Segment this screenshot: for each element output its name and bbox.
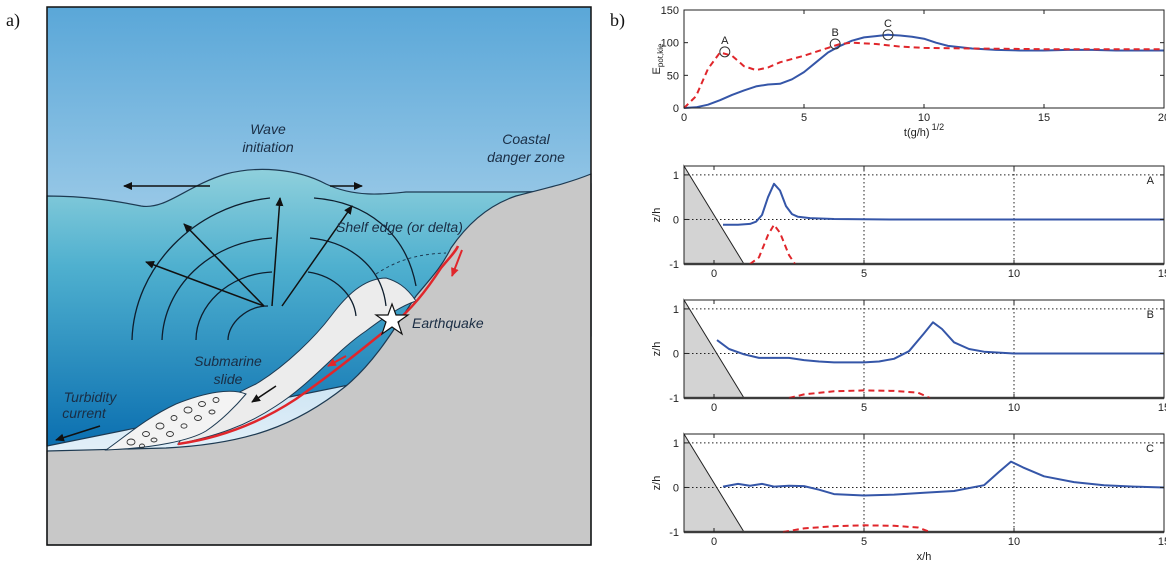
x-tick-label: 10 xyxy=(918,112,930,124)
y-tick-label: 0 xyxy=(673,214,679,226)
series-line xyxy=(683,41,1164,109)
label-submarine-2: slide xyxy=(214,371,243,387)
profile-plot-c: 0 5 10 15 -1 0 1 Cz/h x/h xyxy=(651,432,1166,563)
fault-slip-arrow-upper xyxy=(451,249,463,277)
wave-arcs xyxy=(131,197,417,341)
shelf-dashed-line xyxy=(375,252,447,275)
slope-wedge xyxy=(683,164,745,265)
turbidity-arrow xyxy=(55,425,101,442)
y-axis-label: z/h xyxy=(651,208,663,223)
series-line xyxy=(723,182,1164,226)
y-axis-label-main: E xyxy=(651,67,663,74)
x-axis-label-main: t(g/h) xyxy=(904,127,930,139)
label-turbidity-2: current xyxy=(62,405,107,421)
x-axis-label-main: x/h xyxy=(917,551,932,563)
plot-frame xyxy=(683,165,1165,265)
fault-line xyxy=(177,245,460,446)
x-tick-label: 0 xyxy=(711,536,717,548)
panel-label-a: a) xyxy=(6,10,20,30)
x-tick-label: 10 xyxy=(1008,268,1020,280)
label-shelf-edge: Shelf edge (or delta) xyxy=(336,219,463,235)
panel-tag: C xyxy=(1146,443,1154,455)
marker-label: C xyxy=(884,18,892,30)
marker-label: A xyxy=(721,35,729,47)
slope-wedge xyxy=(683,298,745,399)
x-tick-label: 15 xyxy=(1158,402,1166,414)
marker-label: B xyxy=(832,27,839,39)
diagram-frame xyxy=(46,6,592,546)
x-tick-label: 0 xyxy=(711,268,717,280)
y-axis-label-main: z/h xyxy=(651,208,663,223)
slide-motion-arrow xyxy=(251,385,277,403)
label-submarine-1: Submarine xyxy=(194,353,262,369)
y-axis-label-sub: pot,kie xyxy=(656,43,665,67)
x-axis-label-sup: 1/2 xyxy=(932,122,945,132)
x-axis-label: x/h xyxy=(917,551,932,563)
x-axis-label: t(g/h) 1/2 xyxy=(904,122,944,139)
series-line xyxy=(683,33,1164,109)
energy-plot: A B C 0 5 10 15 20 0 50 100 150 Epot,kie t(g/h)1/2 xyxy=(651,5,1166,139)
y-tick-label: 0 xyxy=(673,348,679,360)
event-marker xyxy=(882,29,894,41)
y-axis-label: z/h xyxy=(651,342,663,357)
series-line xyxy=(749,223,796,265)
series-line xyxy=(716,321,1164,364)
label-earthquake: Earthquake xyxy=(412,315,484,331)
plot-frame xyxy=(683,299,1165,399)
series-line xyxy=(722,460,1165,497)
x-tick-label: 5 xyxy=(861,268,867,280)
earthquake-star-icon xyxy=(374,302,410,336)
x-tick-label: 5 xyxy=(861,402,867,414)
x-tick-label: 0 xyxy=(711,402,717,414)
y-tick-label: 100 xyxy=(661,38,679,50)
label-wave-initiation-2: initiation xyxy=(242,139,294,155)
series-line xyxy=(782,524,931,533)
y-tick-label: -1 xyxy=(669,527,679,539)
y-axis-label-main: z/h xyxy=(651,342,663,357)
panel-label-b: b) xyxy=(610,10,625,30)
event-marker xyxy=(719,46,731,58)
fault-slip-arrow-lower xyxy=(327,355,347,367)
label-turbidity-1: Turbidity xyxy=(64,389,118,405)
x-tick-label: 5 xyxy=(801,112,807,124)
y-tick-label: -1 xyxy=(669,259,679,271)
profile-plot-a: 0 5 10 15 -1 0 1 Az/h xyxy=(651,164,1166,280)
x-tick-label: 5 xyxy=(861,536,867,548)
y-tick-label: 0 xyxy=(673,103,679,115)
y-tick-label: 0 xyxy=(673,482,679,494)
deposit-pebbles xyxy=(126,397,220,449)
y-tick-label: 1 xyxy=(673,170,679,182)
event-marker xyxy=(829,38,841,50)
y-tick-label: 1 xyxy=(673,438,679,450)
profile-plot-b: 0 5 10 15 -1 0 1 Bz/h xyxy=(651,298,1166,414)
y-axis-label-main: z/h xyxy=(651,476,663,491)
y-tick-label: -1 xyxy=(669,393,679,405)
wave-propagation-arrows xyxy=(145,197,353,307)
x-tick-label: 0 xyxy=(681,112,687,124)
y-tick-label: 50 xyxy=(667,70,679,82)
plot-frame xyxy=(683,9,1165,109)
x-tick-label: 15 xyxy=(1038,112,1050,124)
label-coastal-2: danger zone xyxy=(487,149,565,165)
x-tick-label: 15 xyxy=(1158,536,1166,548)
x-tick-label: 10 xyxy=(1008,536,1020,548)
panel-tag: B xyxy=(1147,309,1154,321)
label-wave-initiation-1: Wave xyxy=(250,121,286,137)
y-axis-label: Epot,kie xyxy=(651,43,665,74)
x-tick-label: 10 xyxy=(1008,402,1020,414)
series-line xyxy=(788,389,931,399)
label-coastal-1: Coastal xyxy=(502,131,550,147)
y-tick-label: 150 xyxy=(661,5,679,17)
y-tick-label: 1 xyxy=(673,304,679,316)
tsunami-diagram: Wave initiation Coastal danger zone Shel… xyxy=(46,6,592,546)
turbidity-deposit xyxy=(104,390,247,451)
y-axis-label: z/h xyxy=(651,476,663,491)
x-tick-label: 20 xyxy=(1158,112,1166,124)
x-tick-label: 15 xyxy=(1158,268,1166,280)
slope-wedge xyxy=(683,432,745,533)
panel-tag: A xyxy=(1147,175,1155,187)
plot-frame xyxy=(683,433,1165,533)
